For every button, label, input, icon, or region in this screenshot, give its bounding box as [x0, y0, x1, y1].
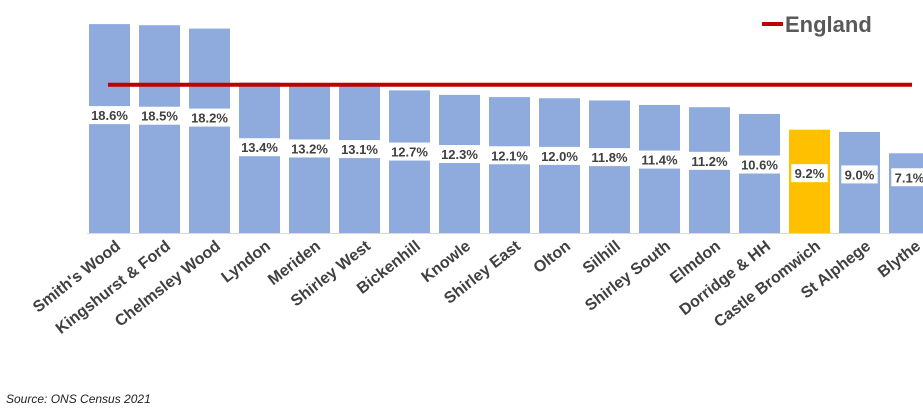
data-label: 13.4%: [241, 140, 278, 155]
data-label-background: [437, 145, 482, 164]
data-label: 11.4%: [641, 153, 678, 168]
data-label: 12.3%: [441, 147, 478, 162]
data-label-background: [687, 151, 732, 170]
data-label: 12.1%: [491, 148, 528, 163]
data-label-background: [187, 108, 232, 127]
data-label-background: [891, 168, 923, 187]
source-note: Source: ONS Census 2021: [6, 392, 151, 406]
bar: [439, 94, 480, 233]
bar: [689, 107, 730, 233]
bar: [89, 24, 130, 233]
data-label-background: [337, 140, 382, 159]
category-label: Blythe: [875, 238, 923, 282]
data-label: 12.7%: [391, 145, 428, 160]
bar: [339, 85, 380, 233]
data-label-background: [737, 155, 782, 174]
category-label: Silhill: [580, 238, 624, 278]
data-label: 13.1%: [341, 142, 378, 157]
data-label: 9.0%: [845, 167, 875, 182]
bar: [889, 153, 923, 233]
bar: [639, 104, 680, 233]
bar: [289, 84, 330, 233]
data-label: 18.5%: [141, 109, 178, 124]
bar: [389, 90, 430, 233]
data-label: 13.2%: [291, 141, 328, 156]
data-label-background: [287, 139, 332, 158]
data-label-background: [841, 165, 878, 184]
bar: [489, 97, 530, 233]
bar: [539, 98, 580, 233]
data-label: 18.6%: [91, 108, 128, 123]
category-label: Shirley South: [582, 238, 674, 315]
legend-label: England: [785, 12, 872, 37]
data-label-background: [537, 146, 582, 165]
bar: [189, 28, 230, 233]
data-label: 10.6%: [741, 158, 778, 173]
data-label-background: [587, 148, 632, 167]
data-label: 7.1%: [895, 170, 923, 185]
data-label: 12.0%: [541, 149, 578, 164]
data-label-background: [387, 142, 432, 161]
data-label: 11.2%: [691, 154, 728, 169]
data-label-background: [791, 164, 828, 183]
bar: [589, 100, 630, 233]
data-label: 9.2%: [795, 166, 825, 181]
data-label-background: [87, 106, 132, 125]
data-label: 11.8%: [591, 150, 628, 165]
bars-group: [89, 24, 923, 233]
data-labels-group: 18.6% 18.5% 18.2% 13.4% 13.2% 13.1% 12.7% 12.3%…: [87, 106, 923, 187]
data-label-background: [237, 138, 282, 157]
data-label-background: [487, 146, 532, 165]
category-label: Olton: [531, 238, 574, 277]
data-label: 18.2%: [191, 111, 228, 126]
data-label-background: [137, 106, 182, 125]
legend: England: [762, 12, 872, 37]
category-label: Lyndon: [218, 238, 274, 287]
bar: [139, 25, 180, 233]
bar: [239, 82, 280, 233]
data-label-background: [637, 150, 682, 169]
